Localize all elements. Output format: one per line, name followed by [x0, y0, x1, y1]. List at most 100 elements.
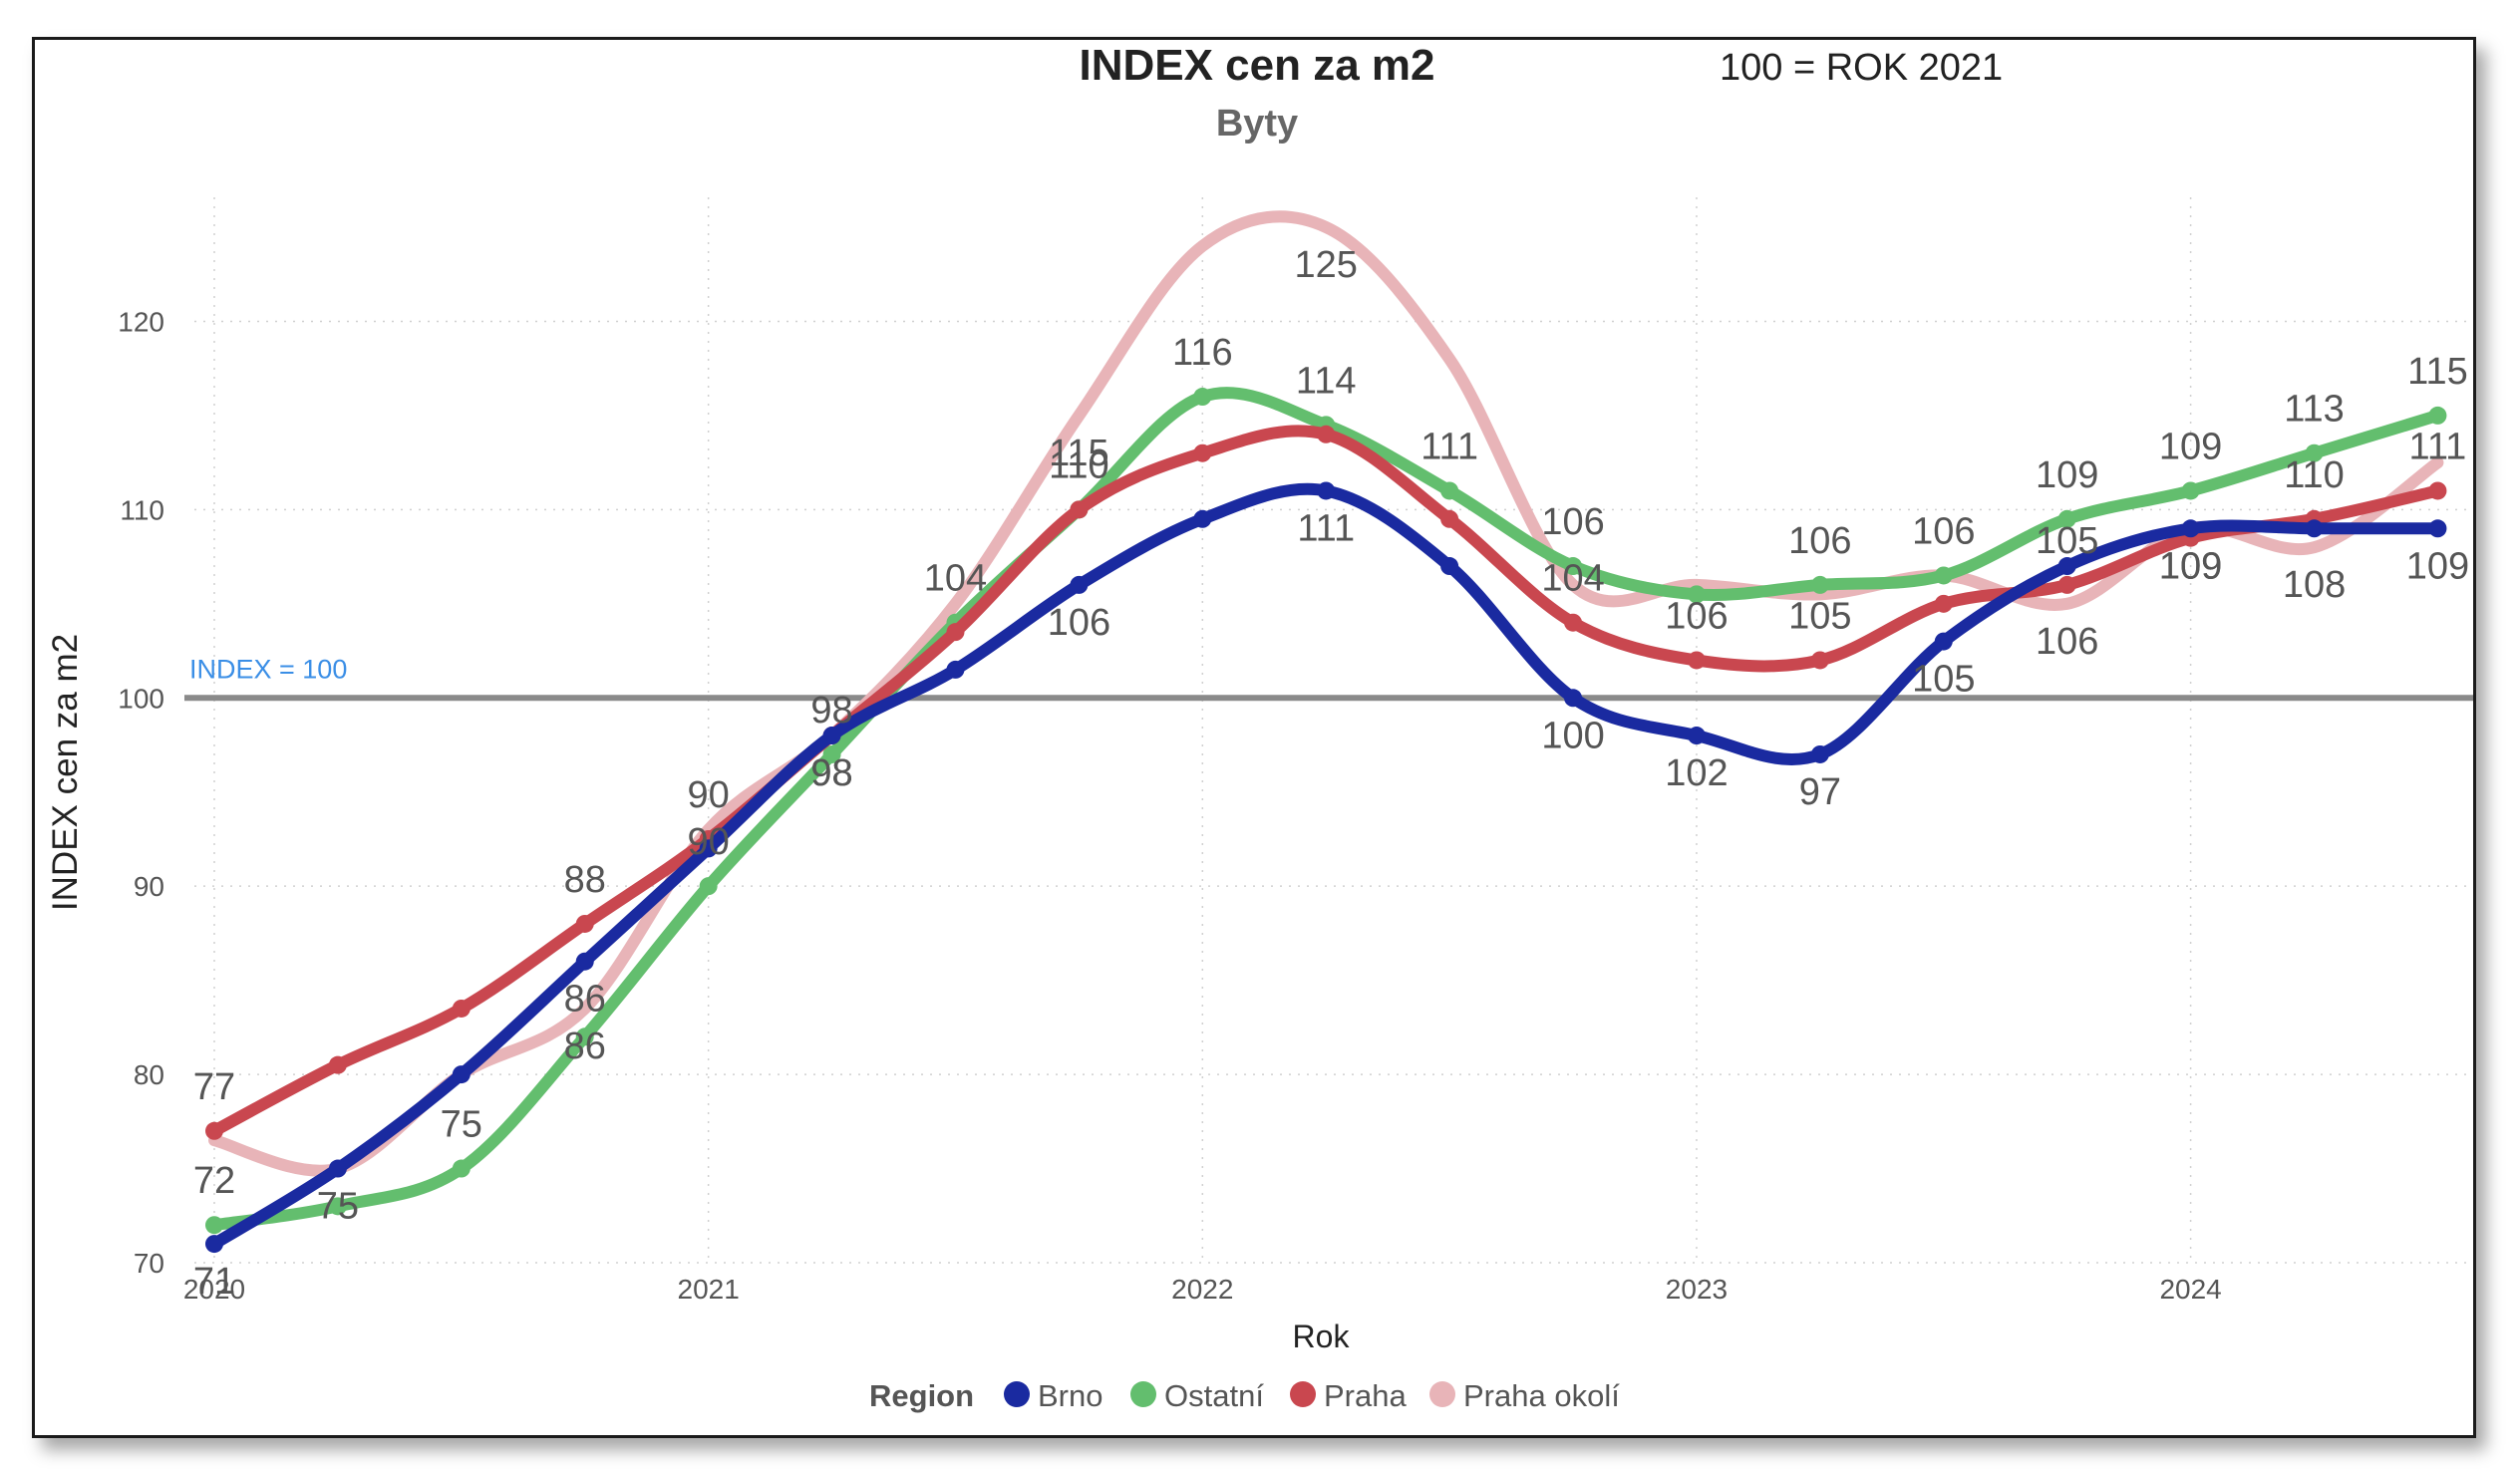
- data-label: 125: [1295, 244, 1358, 286]
- data-label: 110: [2284, 454, 2345, 496]
- data-label: 97: [1799, 771, 1841, 813]
- legend-marker-Praha okolí: [1429, 1381, 1455, 1407]
- legend-marker-Ostatní: [1130, 1381, 1156, 1407]
- data-label: 110: [1049, 444, 1109, 486]
- data-point: [452, 999, 471, 1018]
- y-tick-label: 70: [134, 1248, 164, 1279]
- chart-title: INDEX cen za m2: [1079, 41, 1434, 90]
- data-label: 116: [1172, 332, 1233, 374]
- data-point: [452, 1159, 471, 1178]
- chart-subtitle: Byty: [1216, 103, 1298, 145]
- y-tick-label: 80: [134, 1059, 164, 1090]
- data-label: 109: [2406, 545, 2469, 587]
- data-point: [2057, 575, 2076, 594]
- data-label: 106: [1541, 501, 1604, 543]
- data-label: 104: [924, 558, 987, 600]
- data-point: [1440, 557, 1459, 576]
- data-point: [328, 1055, 347, 1074]
- data-label: 86: [564, 979, 606, 1021]
- legend-item-Praha okolí: Praha okolí: [1463, 1378, 1620, 1413]
- data-label: 106: [1048, 602, 1110, 644]
- reference-line: INDEX = 100: [184, 654, 2473, 702]
- data-label: 109: [2036, 454, 2098, 496]
- data-label: 102: [1665, 752, 1728, 794]
- data-point: [822, 744, 841, 763]
- data-point: [1810, 651, 1829, 670]
- data-point: [1564, 557, 1583, 576]
- data-point: [205, 1121, 223, 1140]
- data-label: 106: [1788, 520, 1851, 562]
- index-100-label: INDEX = 100: [189, 654, 347, 684]
- y-tick-label: 120: [118, 306, 164, 337]
- data-point: [205, 1235, 223, 1254]
- data-label: 98: [810, 752, 852, 794]
- data-point: [328, 1197, 347, 1216]
- data-point: [1687, 651, 1706, 670]
- data-label: 113: [2284, 389, 2345, 431]
- data-label: 114: [1296, 360, 1357, 402]
- data-label: 109: [2159, 426, 2222, 467]
- data-point: [946, 623, 965, 642]
- x-tick-label: 2021: [678, 1274, 740, 1305]
- y-axis-ticks: 70 80 90 100 110 120: [118, 306, 164, 1279]
- data-label: 115: [2407, 351, 2468, 393]
- data-point: [699, 839, 718, 858]
- data-label: 71: [193, 1261, 235, 1303]
- x-tick-label: 2020: [183, 1274, 245, 1305]
- data-label: 77: [193, 1066, 235, 1108]
- data-point: [2057, 557, 2076, 576]
- data-label: 98: [810, 690, 852, 732]
- data-label: 88: [564, 859, 606, 901]
- data-point: [452, 1065, 471, 1084]
- data-point: [1564, 689, 1583, 708]
- data-label: 75: [317, 1186, 359, 1228]
- data-label: 98: [810, 752, 852, 794]
- data-point: [1934, 566, 1953, 585]
- data-label: 115: [1049, 433, 1109, 474]
- data-point: [1440, 509, 1459, 528]
- data-point: [1317, 481, 1336, 500]
- legend: Region Brno Ostatní Praha Praha okolí: [869, 1378, 1620, 1413]
- data-point: [1193, 509, 1212, 528]
- y-axis-label: INDEX cen za m2: [46, 634, 85, 911]
- data-label: 111: [2409, 426, 2467, 467]
- legend-item-Brno: Brno: [1038, 1378, 1102, 1413]
- data-label: 111: [1297, 507, 1355, 549]
- data-point: [699, 877, 718, 896]
- legend-marker-Praha: [1290, 1381, 1316, 1407]
- legend-title: Region: [869, 1378, 974, 1413]
- series-lines: [205, 210, 2447, 1254]
- data-point: [2181, 519, 2200, 538]
- data-label: 72: [193, 1160, 235, 1202]
- data-label: 75: [441, 1104, 482, 1146]
- chart-note: 100 = ROK 2021: [1720, 47, 2003, 89]
- data-point: [2181, 481, 2200, 500]
- data-label: 105: [2036, 520, 2098, 562]
- data-point: [1810, 575, 1829, 594]
- series-line-Praha okolí: [208, 210, 2444, 1177]
- data-point: [205, 1216, 223, 1235]
- y-tick-label: 100: [118, 683, 164, 714]
- data-point: [575, 914, 594, 933]
- data-label: 90: [688, 774, 730, 816]
- data-point: [1440, 481, 1459, 500]
- data-labels: 71 75 86 98 106 111 100 102 97 105 109 109 72 75 90 98 1…: [193, 244, 2469, 1303]
- data-label: 100: [1541, 715, 1604, 756]
- legend-marker-Brno: [1004, 1381, 1030, 1407]
- data-point: [1934, 594, 1953, 613]
- data-point: [2428, 481, 2447, 500]
- data-label: 90: [688, 821, 730, 863]
- x-axis-ticks: 2020 2021 2022 2023 2024: [183, 1274, 2222, 1305]
- legend-item-Ostatní: Ostatní: [1164, 1378, 1264, 1413]
- data-point: [1687, 585, 1706, 604]
- data-label: 105: [1788, 595, 1851, 637]
- data-label: 106: [2036, 621, 2098, 663]
- y-tick-label: 90: [134, 871, 164, 902]
- data-label: 105: [1912, 659, 1975, 701]
- x-tick-label: 2024: [2159, 1274, 2221, 1305]
- x-tick-label: 2023: [1666, 1274, 1728, 1305]
- data-label: 106: [1665, 595, 1728, 637]
- x-axis-label: Rok: [1293, 1319, 1351, 1354]
- data-point: [1193, 388, 1212, 407]
- data-point: [2428, 406, 2447, 425]
